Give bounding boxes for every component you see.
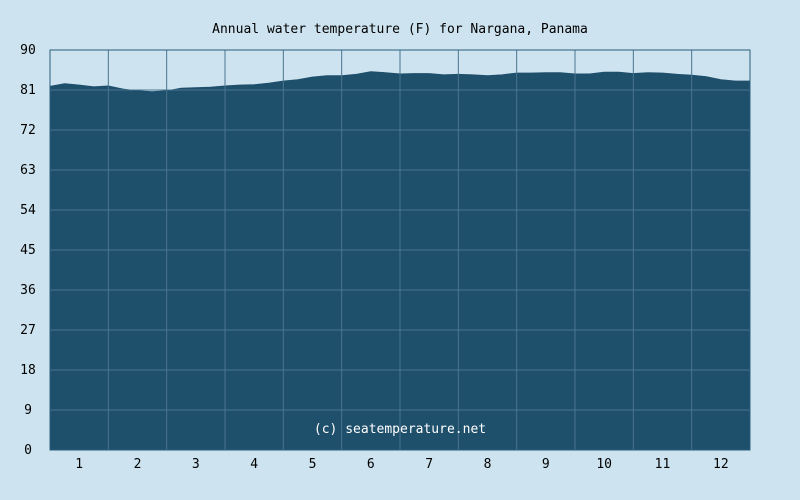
y-tick-label: 27 xyxy=(20,323,36,338)
x-tick-label: 6 xyxy=(367,457,375,472)
y-tick-label: 81 xyxy=(20,83,36,98)
x-tick-label: 9 xyxy=(542,457,550,472)
y-tick-label: 54 xyxy=(20,203,36,218)
x-tick-label: 5 xyxy=(309,457,317,472)
y-tick-label: 45 xyxy=(20,243,36,258)
grid-layer xyxy=(50,49,750,451)
y-tick-label: 72 xyxy=(20,123,36,138)
x-tick-label: 1 xyxy=(75,457,83,472)
x-tick-label: 10 xyxy=(596,457,612,472)
x-axis-ticks: 1 2 3 4 5 6 7 8 9 10 11 12 xyxy=(75,457,728,472)
x-tick-label: 3 xyxy=(192,457,200,472)
y-tick-label: 36 xyxy=(20,283,36,298)
x-tick-label: 4 xyxy=(250,457,258,472)
y-tick-label: 0 xyxy=(24,443,32,458)
chart-title: Annual water temperature (F) for Nargana… xyxy=(212,22,588,37)
x-tick-label: 7 xyxy=(425,457,433,472)
plot-frame xyxy=(49,49,751,451)
credit-text: (c) seatemperature.net xyxy=(314,422,486,437)
y-tick-label: 18 xyxy=(20,363,36,378)
x-tick-label: 2 xyxy=(134,457,142,472)
y-tick-label: 63 xyxy=(20,163,36,178)
y-tick-label: 90 xyxy=(20,43,36,58)
x-tick-label: 12 xyxy=(713,457,729,472)
x-tick-label: 11 xyxy=(655,457,671,472)
y-axis-ticks: 0 9 18 27 36 45 54 63 72 81 90 xyxy=(20,43,36,458)
x-tick-label: 8 xyxy=(484,457,492,472)
y-tick-label: 9 xyxy=(24,403,32,418)
